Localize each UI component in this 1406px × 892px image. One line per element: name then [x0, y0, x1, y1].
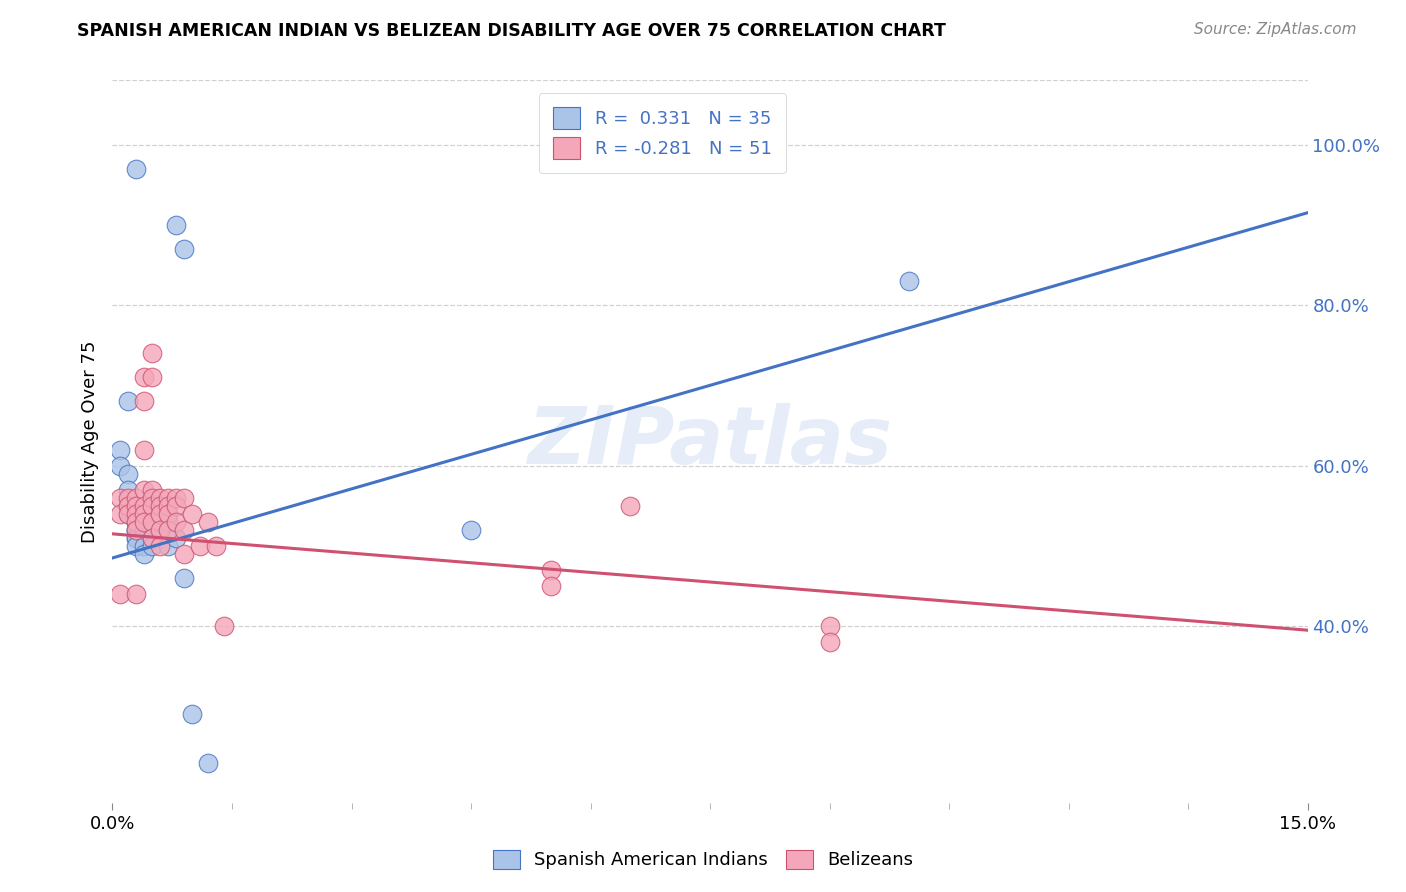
Point	[125, 587, 148, 601]
Point	[173, 571, 195, 585]
Point	[157, 539, 180, 553]
Point	[157, 523, 180, 537]
Point	[141, 531, 163, 545]
Point	[165, 515, 187, 529]
Point	[181, 707, 204, 722]
Point	[110, 587, 132, 601]
Point	[117, 483, 139, 497]
Point	[188, 539, 211, 553]
Point	[173, 242, 195, 256]
Text: SPANISH AMERICAN INDIAN VS BELIZEAN DISABILITY AGE OVER 75 CORRELATION CHART: SPANISH AMERICAN INDIAN VS BELIZEAN DISA…	[77, 22, 946, 40]
Point	[125, 515, 148, 529]
Point	[125, 499, 148, 513]
Point	[125, 531, 148, 545]
Point	[460, 523, 482, 537]
Point	[205, 539, 228, 553]
Point	[157, 491, 180, 505]
Point	[141, 483, 163, 497]
Point	[125, 515, 148, 529]
Point	[141, 370, 163, 384]
Point	[149, 491, 172, 505]
Point	[141, 531, 163, 545]
Point	[134, 499, 156, 513]
Point	[117, 507, 139, 521]
Point	[818, 635, 841, 649]
Point	[117, 394, 139, 409]
Point	[117, 467, 139, 481]
Point	[134, 442, 156, 457]
Point	[141, 539, 163, 553]
Point	[125, 531, 148, 545]
Point	[165, 491, 187, 505]
Point	[134, 539, 156, 553]
Text: Source: ZipAtlas.com: Source: ZipAtlas.com	[1194, 22, 1357, 37]
Point	[165, 499, 187, 513]
Point	[149, 523, 172, 537]
Point	[165, 531, 187, 545]
Legend: Spanish American Indians, Belizeans: Spanish American Indians, Belizeans	[484, 841, 922, 879]
Point	[125, 515, 148, 529]
Point	[149, 539, 172, 553]
Point	[149, 523, 172, 537]
Point	[110, 507, 132, 521]
Point	[125, 507, 148, 521]
Point	[110, 458, 132, 473]
Point	[540, 579, 562, 593]
Point	[212, 619, 235, 633]
Point	[125, 523, 148, 537]
Point	[125, 491, 148, 505]
Point	[125, 523, 148, 537]
Point	[173, 547, 195, 561]
Point	[125, 539, 148, 553]
Point	[141, 523, 163, 537]
Point	[141, 499, 163, 513]
Point	[117, 507, 139, 521]
Point	[141, 491, 163, 505]
Point	[173, 491, 195, 505]
Point	[165, 218, 187, 232]
Point	[117, 491, 139, 505]
Point	[134, 515, 156, 529]
Point	[134, 483, 156, 497]
Y-axis label: Disability Age Over 75: Disability Age Over 75	[80, 340, 98, 543]
Point	[134, 507, 156, 521]
Point	[134, 507, 156, 521]
Point	[125, 523, 148, 537]
Point	[540, 563, 562, 577]
Point	[898, 274, 921, 288]
Point	[181, 507, 204, 521]
Point	[134, 515, 156, 529]
Point	[134, 523, 156, 537]
Point	[157, 515, 180, 529]
Point	[141, 346, 163, 360]
Point	[134, 547, 156, 561]
Point	[149, 507, 172, 521]
Point	[134, 370, 156, 384]
Point	[125, 161, 148, 176]
Point	[173, 523, 195, 537]
Point	[134, 394, 156, 409]
Point	[125, 507, 148, 521]
Point	[117, 499, 139, 513]
Point	[197, 515, 219, 529]
Point	[149, 499, 172, 513]
Legend: R =  0.331   N = 35, R = -0.281   N = 51: R = 0.331 N = 35, R = -0.281 N = 51	[538, 93, 786, 173]
Point	[197, 756, 219, 770]
Text: ZIPatlas: ZIPatlas	[527, 402, 893, 481]
Point	[157, 499, 180, 513]
Point	[110, 491, 132, 505]
Point	[141, 515, 163, 529]
Point	[619, 499, 641, 513]
Point	[117, 499, 139, 513]
Point	[818, 619, 841, 633]
Point	[157, 507, 180, 521]
Point	[110, 442, 132, 457]
